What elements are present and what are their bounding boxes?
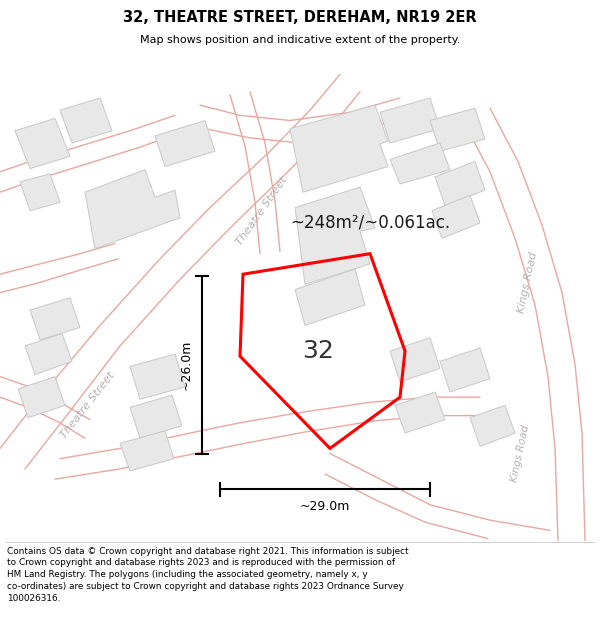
Polygon shape <box>130 395 182 438</box>
Text: 32, THEATRE STREET, DEREHAM, NR19 2ER: 32, THEATRE STREET, DEREHAM, NR19 2ER <box>123 10 477 25</box>
Polygon shape <box>120 431 174 471</box>
Polygon shape <box>18 377 65 418</box>
Text: Map shows position and indicative extent of the property.: Map shows position and indicative extent… <box>140 35 460 45</box>
Polygon shape <box>390 143 450 184</box>
Polygon shape <box>295 187 375 284</box>
Polygon shape <box>380 98 440 143</box>
Polygon shape <box>60 98 112 143</box>
Polygon shape <box>30 298 80 340</box>
Text: Kings Road: Kings Road <box>509 424 531 483</box>
Text: ~248m²/~0.061ac.: ~248m²/~0.061ac. <box>290 214 450 232</box>
Text: Theatre Street: Theatre Street <box>59 371 117 441</box>
Polygon shape <box>20 174 60 211</box>
Polygon shape <box>130 354 185 399</box>
Polygon shape <box>435 161 485 206</box>
Polygon shape <box>430 108 485 151</box>
Polygon shape <box>390 338 440 382</box>
Text: ~29.0m: ~29.0m <box>300 500 350 513</box>
Text: ~26.0m: ~26.0m <box>179 340 193 390</box>
Polygon shape <box>395 392 445 433</box>
Polygon shape <box>290 105 388 192</box>
Polygon shape <box>432 195 480 238</box>
Polygon shape <box>470 406 515 446</box>
Polygon shape <box>85 169 180 249</box>
Polygon shape <box>440 348 490 392</box>
Text: Kings Road: Kings Road <box>517 251 539 314</box>
Polygon shape <box>295 269 365 326</box>
Polygon shape <box>155 121 215 167</box>
Polygon shape <box>25 334 72 374</box>
Text: 32: 32 <box>302 339 334 363</box>
Text: Theatre Street: Theatre Street <box>235 174 289 247</box>
Text: Contains OS data © Crown copyright and database right 2021. This information is : Contains OS data © Crown copyright and d… <box>7 546 409 602</box>
Polygon shape <box>15 118 70 169</box>
